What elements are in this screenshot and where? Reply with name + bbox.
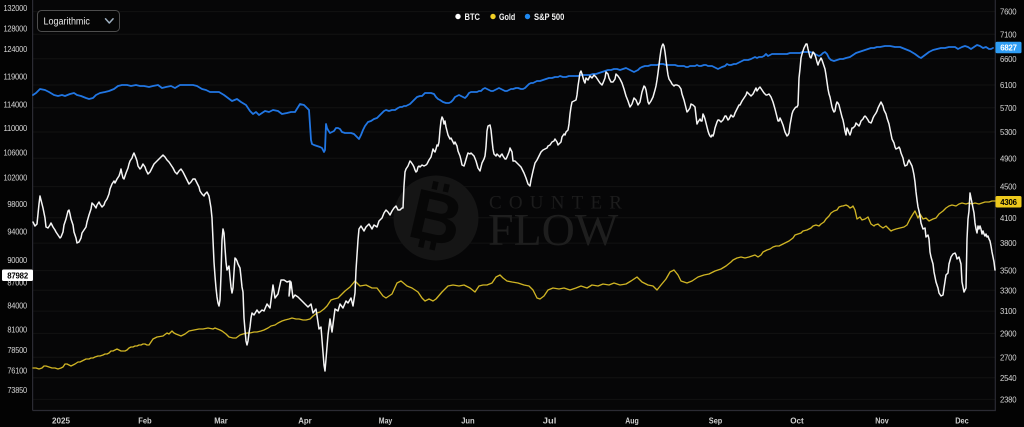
svg-text:Jun: Jun bbox=[461, 415, 475, 425]
svg-text:87000: 87000 bbox=[7, 277, 27, 287]
svg-text:6600: 6600 bbox=[1000, 54, 1017, 64]
svg-text:S&P 500: S&P 500 bbox=[534, 12, 564, 23]
svg-text:4500: 4500 bbox=[1000, 182, 1017, 192]
svg-text:BTC: BTC bbox=[465, 12, 481, 23]
svg-text:132000: 132000 bbox=[4, 3, 28, 13]
svg-text:Nov: Nov bbox=[875, 415, 889, 425]
svg-text:7600: 7600 bbox=[1000, 7, 1017, 17]
svg-text:114000: 114000 bbox=[4, 100, 28, 110]
svg-text:6100: 6100 bbox=[1000, 80, 1017, 90]
svg-text:3100: 3100 bbox=[1000, 306, 1017, 316]
svg-text:2700: 2700 bbox=[1000, 352, 1017, 362]
svg-text:Apr: Apr bbox=[298, 415, 312, 425]
svg-text:2900: 2900 bbox=[1000, 329, 1017, 339]
svg-text:98000: 98000 bbox=[7, 199, 27, 209]
svg-text:2025: 2025 bbox=[52, 415, 70, 425]
svg-text:COUNTER: COUNTER bbox=[489, 193, 629, 214]
svg-text:Sep: Sep bbox=[709, 415, 723, 425]
svg-text:May: May bbox=[379, 415, 393, 425]
svg-text:Oct: Oct bbox=[790, 415, 804, 425]
svg-text:4306: 4306 bbox=[1000, 197, 1017, 207]
svg-text:3500: 3500 bbox=[1000, 266, 1017, 276]
svg-text:4100: 4100 bbox=[1000, 213, 1017, 223]
svg-text:4900: 4900 bbox=[1000, 153, 1017, 163]
svg-text:6827: 6827 bbox=[1000, 43, 1017, 53]
svg-text:87982: 87982 bbox=[7, 270, 28, 280]
svg-text:5300: 5300 bbox=[1000, 127, 1017, 137]
svg-text:Aug: Aug bbox=[625, 415, 639, 425]
svg-text:3300: 3300 bbox=[1000, 285, 1017, 295]
svg-text:2540: 2540 bbox=[1000, 373, 1017, 383]
svg-text:Gold: Gold bbox=[499, 12, 515, 23]
svg-text:78500: 78500 bbox=[7, 345, 27, 355]
svg-text:Feb: Feb bbox=[138, 415, 152, 425]
svg-text:119000: 119000 bbox=[4, 71, 28, 81]
svg-text:3800: 3800 bbox=[1000, 238, 1017, 248]
svg-text:94000: 94000 bbox=[7, 227, 27, 237]
svg-text:128000: 128000 bbox=[4, 23, 28, 33]
svg-text:76100: 76100 bbox=[7, 365, 27, 375]
svg-text:110000: 110000 bbox=[4, 123, 28, 133]
svg-text:124000: 124000 bbox=[4, 44, 28, 54]
svg-text:Dec: Dec bbox=[955, 415, 969, 425]
svg-text:73850: 73850 bbox=[7, 385, 27, 395]
svg-text:106000: 106000 bbox=[4, 147, 28, 157]
svg-text:2380: 2380 bbox=[1000, 395, 1017, 405]
svg-text:102000: 102000 bbox=[4, 173, 28, 183]
svg-text:90000: 90000 bbox=[7, 255, 27, 265]
svg-text:Jul: Jul bbox=[543, 415, 557, 425]
svg-text:Mar: Mar bbox=[214, 415, 228, 425]
svg-text:Logarithmic: Logarithmic bbox=[44, 17, 90, 28]
svg-text:81000: 81000 bbox=[7, 324, 27, 334]
svg-text:7100: 7100 bbox=[1000, 29, 1017, 39]
svg-text:84000: 84000 bbox=[7, 301, 27, 311]
svg-text:5700: 5700 bbox=[1000, 103, 1017, 113]
svg-text:FLOW: FLOW bbox=[488, 204, 619, 255]
